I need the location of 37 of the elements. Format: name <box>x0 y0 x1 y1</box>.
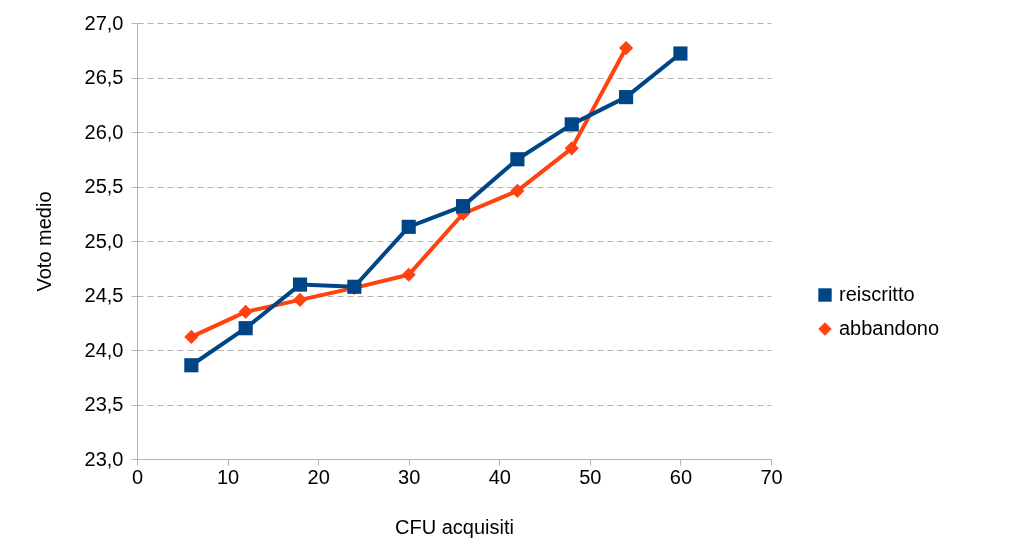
point <box>564 141 579 156</box>
x-tick-label: 60 <box>669 465 693 488</box>
point <box>673 46 688 61</box>
y-tick-label: 24,5 <box>84 284 124 306</box>
x-tick-label: 20 <box>307 465 330 488</box>
point <box>619 90 634 105</box>
x-tick-label: 0 <box>131 465 144 488</box>
legend-label: abbandono <box>839 317 940 339</box>
x-tick-label: 70 <box>760 465 783 488</box>
y-tick-label: 26,5 <box>84 66 124 88</box>
y-tick-label: 25,5 <box>84 175 124 197</box>
x-tick-label: 10 <box>216 465 240 488</box>
point <box>510 152 525 167</box>
legend-label: reiscritto <box>839 283 915 305</box>
point <box>184 329 199 344</box>
y-tick-label: 26,0 <box>84 120 124 143</box>
y-tick-label: 23,0 <box>84 447 124 470</box>
point <box>238 321 253 336</box>
point <box>184 358 199 373</box>
x-tick-label: 30 <box>398 465 421 488</box>
point <box>619 41 634 56</box>
point <box>292 292 308 307</box>
point <box>455 199 471 214</box>
y-tick-label: 23,5 <box>84 393 124 415</box>
point <box>238 304 253 319</box>
point <box>292 277 308 292</box>
point <box>510 183 525 198</box>
y-tick-label: 25,0 <box>84 229 124 252</box>
x-tick-label: 40 <box>488 465 511 488</box>
y-tick-label: 27,0 <box>84 11 124 34</box>
point <box>564 117 579 132</box>
x-axis-title: CFU acquisiti <box>395 515 514 538</box>
x-tick-label: 50 <box>579 465 602 488</box>
point <box>401 267 416 282</box>
y-axis-title: Voto medio <box>32 191 55 292</box>
y-tick-label: 24,0 <box>84 338 124 361</box>
point <box>401 219 416 234</box>
